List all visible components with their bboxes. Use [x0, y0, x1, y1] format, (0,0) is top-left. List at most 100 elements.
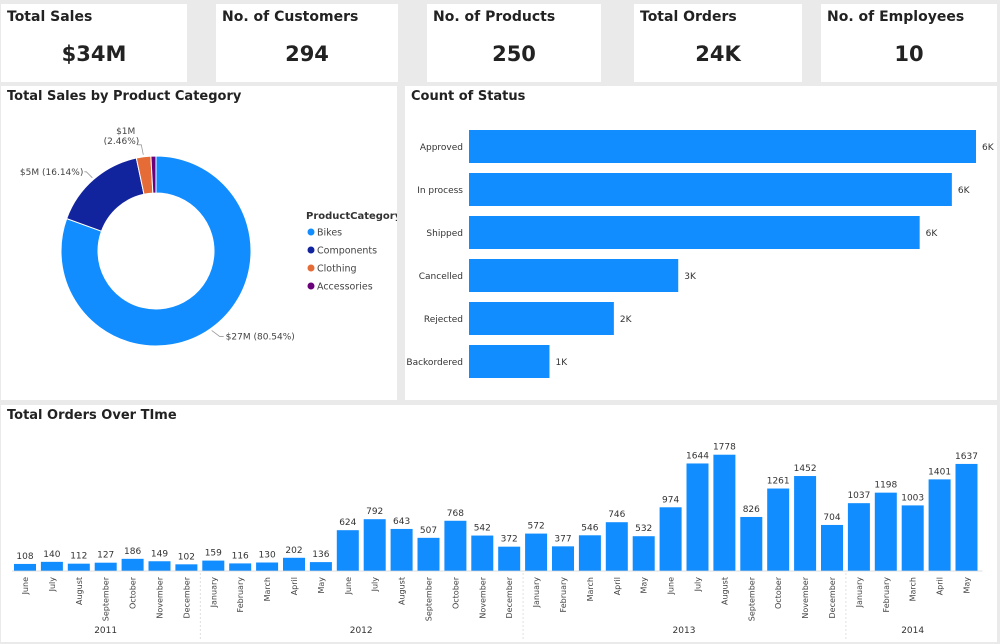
donut-slice-bikes [60, 155, 252, 347]
month-tick-label: June [21, 577, 30, 596]
bar-value-label: 1198 [874, 481, 897, 491]
year-label: 2013 [673, 626, 696, 636]
orders-bar [175, 564, 198, 571]
month-tick-label: June [667, 577, 676, 596]
orders-bar [498, 546, 521, 571]
bar-value-label: 572 [528, 522, 545, 532]
orders-bar [121, 558, 144, 571]
month-tick-label: June [344, 577, 353, 596]
legend-marker-accessories [307, 282, 315, 290]
category-label: Approved [420, 143, 463, 153]
bar-value-label: 507 [420, 526, 437, 536]
status-bar [469, 259, 679, 292]
kpi-value: 250 [492, 42, 536, 66]
month-tick-label: March [263, 577, 272, 601]
kpi-value: $34M [61, 42, 127, 66]
category-label: In process [417, 186, 463, 196]
orders-bar [740, 516, 763, 571]
orders-bar [794, 476, 817, 571]
bar-value-label: 108 [16, 552, 33, 562]
bar-value-label: 792 [366, 507, 383, 517]
bar-value-label: 643 [393, 517, 410, 527]
orders-bar [847, 503, 870, 571]
bar-value-label: 102 [178, 552, 195, 562]
month-tick-label: April [290, 577, 299, 595]
orders-over-time-panel: Total Orders Over TIme 108 June 140 July 112… [1, 405, 997, 642]
month-tick-label: August [720, 577, 729, 605]
orders-bar [767, 488, 790, 571]
data-label-clothing-pct: (2.46%) [104, 137, 140, 147]
orders-bar [713, 454, 736, 571]
leader-line [137, 144, 144, 155]
month-tick-label: February [236, 577, 245, 613]
status-bar [469, 173, 952, 206]
month-tick-label: August [398, 577, 407, 605]
chart-title: Count of Status [411, 89, 526, 104]
bar-value-label: 1261 [767, 477, 790, 487]
bar-value-label: 1003 [901, 493, 924, 503]
orders-bar [14, 563, 36, 571]
year-label: 2011 [94, 626, 117, 636]
bar-value-label: 1037 [847, 491, 870, 501]
bar-value-label: 1452 [794, 464, 817, 474]
orders-bar [94, 562, 117, 571]
orders-bar [955, 463, 978, 571]
orders-column-chart: 108 June 140 July 112 August 127 September 186 Oc… [12, 443, 983, 641]
month-tick-label: October [451, 576, 460, 609]
legend-label-clothing: Clothing [317, 264, 357, 275]
orders-bar [229, 563, 252, 571]
sales-by-category-panel: Total Sales by Product Category $27M (80… [1, 86, 397, 400]
month-tick-label: October [129, 576, 138, 609]
kpi-title: Total Sales [7, 9, 93, 25]
bar-value-label: 546 [581, 523, 598, 533]
year-label: 2012 [350, 626, 373, 636]
status-bar [469, 130, 976, 163]
orders-bar [605, 522, 628, 571]
month-tick-label: December [828, 576, 837, 618]
status-bar [469, 302, 614, 335]
bar-value-label: 704 [823, 513, 840, 523]
month-tick-label: October [774, 576, 783, 609]
bar-value-label: 149 [151, 549, 168, 559]
bar-value-label: 1K [555, 358, 568, 368]
legend-title: ProductCategory [306, 211, 397, 222]
month-tick-label: May [963, 577, 972, 594]
bar-value-label: 3K [684, 272, 697, 282]
orders-bar [578, 535, 601, 571]
leader-line [211, 330, 224, 337]
category-label: Rejected [424, 315, 463, 325]
bar-value-label: 159 [205, 549, 222, 559]
month-tick-label: September [425, 576, 434, 621]
bar-value-label: 186 [124, 547, 141, 557]
month-tick-label: November [801, 576, 810, 618]
data-label-clothing: $1M [116, 127, 135, 137]
orders-bar [874, 492, 897, 571]
orders-bar [444, 520, 467, 571]
orders-bar [67, 563, 90, 571]
bar-value-label: 624 [339, 518, 356, 528]
orders-bar [148, 561, 171, 571]
orders-bar [686, 463, 709, 571]
kpi-card-products: No. of Products 250 [427, 4, 601, 82]
orders-bar [659, 507, 682, 571]
bar-value-label: 6K [958, 186, 971, 196]
bar-value-label: 136 [312, 550, 329, 560]
bar-value-label: 6K [982, 143, 995, 153]
bar-value-label: 1401 [928, 467, 951, 477]
orders-bar [256, 562, 279, 571]
bar-value-label: 974 [662, 495, 679, 505]
orders-bar [525, 533, 548, 571]
legend-label-bikes: Bikes [317, 228, 342, 239]
bar-value-label: 826 [743, 505, 760, 515]
bar-value-label: 202 [285, 546, 302, 556]
month-tick-label: July [371, 577, 380, 593]
orders-bar [901, 505, 924, 571]
bar-value-label: 1644 [686, 451, 709, 461]
donut-slice-accessories [150, 155, 157, 194]
bar-value-label: 6K [926, 229, 939, 239]
category-label: Backordered [406, 358, 463, 368]
legend-label-accessories: Accessories [317, 282, 373, 293]
orders-bar [363, 519, 386, 571]
kpi-title: No. of Products [433, 9, 556, 25]
legend-marker-components [307, 246, 315, 254]
